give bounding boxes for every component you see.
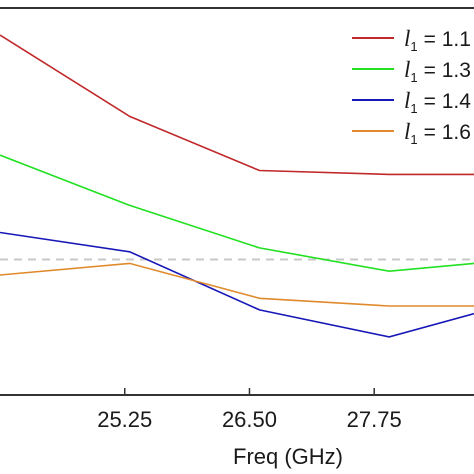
x-axis-title: Freq (GHz) <box>233 444 343 469</box>
series-line-1 <box>0 34 474 176</box>
legend-label-4: l1 = 1.6 <box>404 119 471 147</box>
x-tick-label: 25.25 <box>97 407 152 432</box>
x-axis: 25.25 26.50 27.75 <box>97 388 402 432</box>
legend: l1 = 1.1 l1 = 1.3 l1 = 1.4 l1 = 1.6 <box>352 26 471 147</box>
legend-label-3: l1 = 1.4 <box>404 88 471 116</box>
series-line-4 <box>0 262 474 307</box>
legend-label-1: l1 = 1.1 <box>404 26 471 54</box>
x-tick-label: 27.75 <box>347 407 402 432</box>
series-line-3 <box>0 231 474 338</box>
plot-frame <box>0 7 474 396</box>
x-tick-label: 26.50 <box>222 407 277 432</box>
series-line-2 <box>0 154 474 273</box>
legend-label-2: l1 = 1.3 <box>404 57 471 85</box>
series-layer <box>0 34 474 338</box>
